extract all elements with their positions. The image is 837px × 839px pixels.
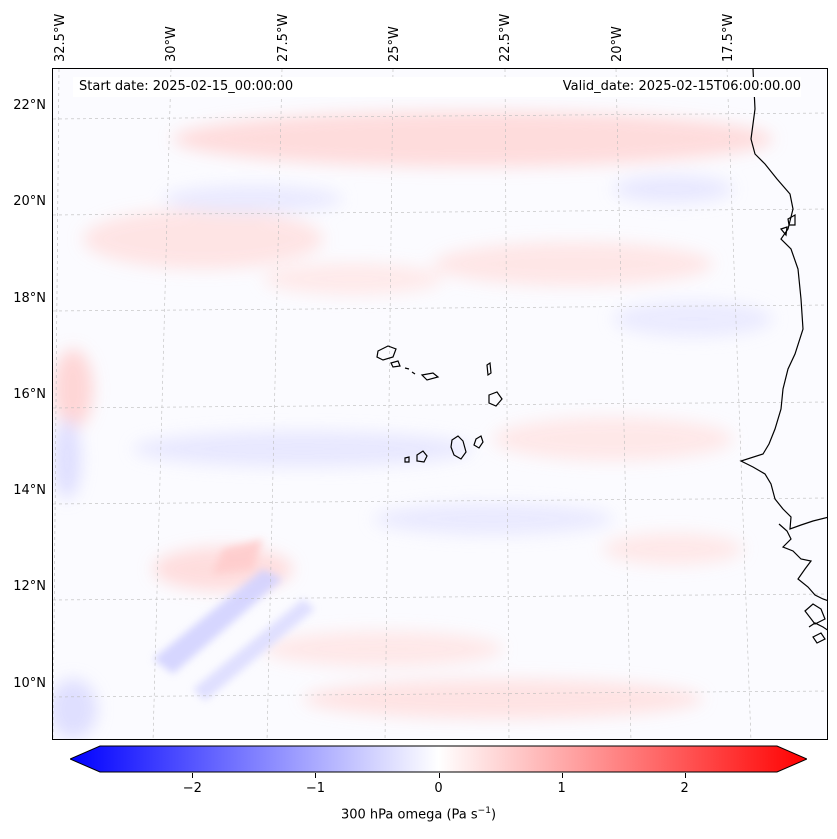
lon-label-17-5w: 17.5°W (721, 13, 736, 62)
colorbar-tick (438, 773, 440, 778)
africa-coastline (739, 69, 827, 644)
lon-label-20w: 20°W (610, 26, 625, 62)
colorbar-gradient (68, 745, 809, 773)
lon-label-22-5w: 22.5°W (498, 13, 513, 62)
colorbar-tick-label: 0 (434, 781, 443, 796)
lat-label-10n: 10°N (13, 676, 46, 691)
graticule (53, 69, 827, 739)
date-info-bar (73, 77, 801, 97)
colorbar-tick-label: 1 (557, 781, 566, 796)
omega-field (53, 69, 827, 739)
lat-label-12n: 12°N (13, 579, 46, 594)
lon-label-27-5w: 27.5°W (276, 13, 291, 62)
colorbar-tick-label: 2 (680, 781, 689, 796)
colorbar-title: 300 hPa omega (Pa s−1) (340, 806, 497, 823)
lat-label-18n: 18°N (13, 291, 46, 306)
lat-label-22n: 22°N (13, 98, 46, 113)
lon-label-30w: 30°W (164, 26, 179, 62)
colorbar-tick-label: −1 (305, 781, 325, 796)
colorbar (68, 745, 809, 773)
colorbar-tick-label: −2 (182, 781, 202, 796)
cape-verde-islands (376, 345, 503, 463)
lon-label-25w: 25°W (387, 26, 402, 62)
start-date-label: Start date: 2025-02-15_00:00:00 (79, 79, 294, 94)
colorbar-tick (684, 773, 686, 778)
colorbar-tick (192, 773, 194, 778)
map-panel: Start date: 2025-02-15_00:00:00 Valid_da… (52, 68, 828, 740)
valid-date-label: Valid_date: 2025-02-15T06:00:00.00 (562, 79, 801, 94)
lat-label-20n: 20°N (13, 194, 46, 209)
lat-label-14n: 14°N (13, 483, 46, 498)
colorbar-tick (315, 773, 317, 778)
lon-label-32-5w: 32.5°W (53, 13, 68, 62)
lat-label-16n: 16°N (13, 387, 46, 402)
colorbar-tick (561, 773, 563, 778)
